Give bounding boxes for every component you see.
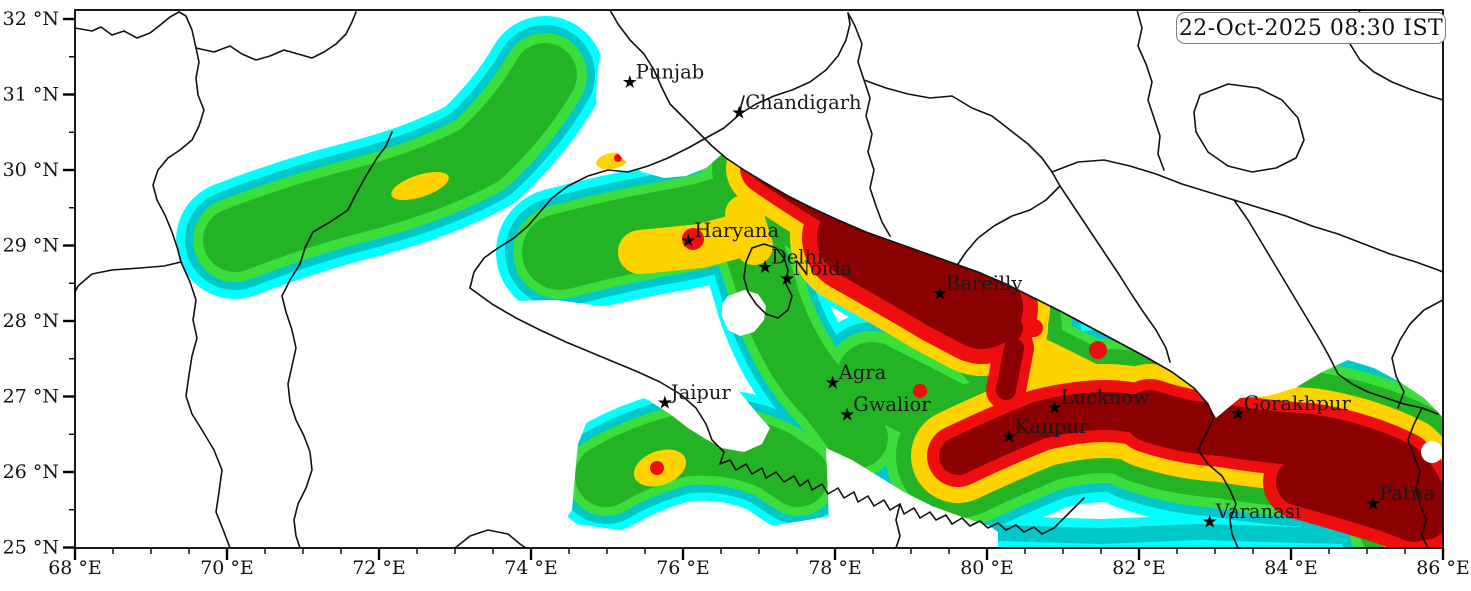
city-label-gwalior: Gwalior [853,393,931,416]
admin-boundary-line [469,287,713,441]
y-tick-label: 30 °N [3,159,59,181]
city-marker-jaipur: ★ [657,392,673,413]
heat-spot-yellow [391,172,449,200]
city-marker-gwalior: ★ [839,404,855,425]
city-marker-lucknow: ★ [1047,398,1063,419]
city-marker-delhi: ★ [757,257,773,278]
city-label-noida: Noida [793,257,853,280]
city-label-bareilly: Bareilly [946,272,1023,295]
admin-boundary-line [1407,407,1429,548]
admin-boundary-line [1233,199,1439,415]
admin-boundary-line [711,439,1085,535]
city-label-delhi: Delhi [771,246,823,269]
admin-boundary-line [957,185,1061,265]
heat-contour-green [575,413,829,507]
admin-boundary-line [609,10,1239,548]
no-data-region [574,514,852,546]
plot-area [75,10,1443,548]
admin-boundary-line [1193,83,1305,173]
x-tick-label: 84 °E [1264,557,1318,579]
heat-contour-maroon [1276,458,1438,542]
city-marker-punjab: ★ [622,72,638,93]
admin-boundary-line [180,261,231,548]
x-tick-label: 78 °E [808,557,862,579]
city-marker-agra: ★ [825,373,841,394]
no-data-region [1421,441,1443,463]
city-marker-noida: ★ [779,268,795,289]
city-label-punjab: Punjab [636,61,704,84]
city-label-kanpur: Kanpur [1015,415,1089,438]
admin-boundary-line [1051,159,1443,273]
city-label-gorakhpur: Gorakhpur [1244,392,1352,415]
heat-spot-red [913,384,927,398]
city-marker-kanpur: ★ [1001,426,1017,447]
admin-boundary-line [847,12,891,237]
city-label-patna: Patna [1379,482,1435,505]
heat-contour-maroon [817,197,1023,349]
heat-contour-maroon [939,392,1169,475]
city-label-chandigarh: Chandigarh [745,91,862,114]
x-tick-label: 82 °E [1112,557,1166,579]
admin-boundary-line [895,503,901,548]
city-marker-gorakhpur: ★ [1230,404,1246,425]
no-data-region [610,10,1443,418]
timestamp-text: 22-Oct-2025 08:30 IST [1178,15,1444,41]
heat-contour-yellow [725,195,773,265]
x-tick-label: 86 °E [1416,557,1470,579]
admin-boundary-line [1391,299,1443,409]
admin-boundary-line [1136,10,1165,171]
city-marker-patna: ★ [1365,493,1381,514]
x-tick-label: 76 °E [656,557,710,579]
x-tick-label: 70 °E [200,557,254,579]
city-label-agra: Agra [838,361,887,384]
y-tick-label: 32 °N [3,8,59,30]
city-marker-varanasi: ★ [1202,512,1218,533]
city-label-jaipur: Jaipur [669,381,732,404]
admin-boundary-line [469,95,745,289]
y-tick-label: 28 °N [3,310,59,332]
y-tick-label: 31 °N [3,84,59,106]
heat-spot-red [614,154,622,162]
timestamp-badge: 22-Oct-2025 08:30 IST [1176,12,1446,44]
admin-boundary-line [454,529,527,548]
x-tick-label: 68 °E [48,557,102,579]
heat-spot-red [1089,341,1107,359]
admin-boundary-line [863,79,1171,363]
no-data-region [75,300,770,544]
heat-contour-maroon [1124,390,1443,540]
y-tick-label: 26 °N [3,461,59,483]
city-marker-haryana: ★ [680,231,696,252]
city-marker-chandigarh: ★ [731,102,747,123]
admin-boundary-line [195,11,357,61]
heat-spot-red [650,461,664,475]
x-tick-label: 74 °E [504,557,558,579]
city-label-varanasi: Varanasi [1215,500,1301,523]
admin-boundary-line [739,12,851,115]
y-tick-label: 25 °N [3,537,59,559]
y-tick-label: 27 °N [3,386,59,408]
admin-boundary-line [75,11,205,293]
y-tick-label: 29 °N [3,235,59,257]
admin-boundary-line [281,131,393,548]
heat-spot-red [1025,319,1043,337]
x-tick-label: 72 °E [352,557,406,579]
city-marker-bareilly: ★ [932,284,948,305]
x-tick-label: 80 °E [960,557,1014,579]
city-label-lucknow: Lucknow [1061,386,1151,409]
admin-boundary-line [743,243,793,319]
heat-contour-maroon [996,338,1024,400]
city-label-haryana: Haryana [694,219,779,242]
heat-spot-red [682,228,704,250]
